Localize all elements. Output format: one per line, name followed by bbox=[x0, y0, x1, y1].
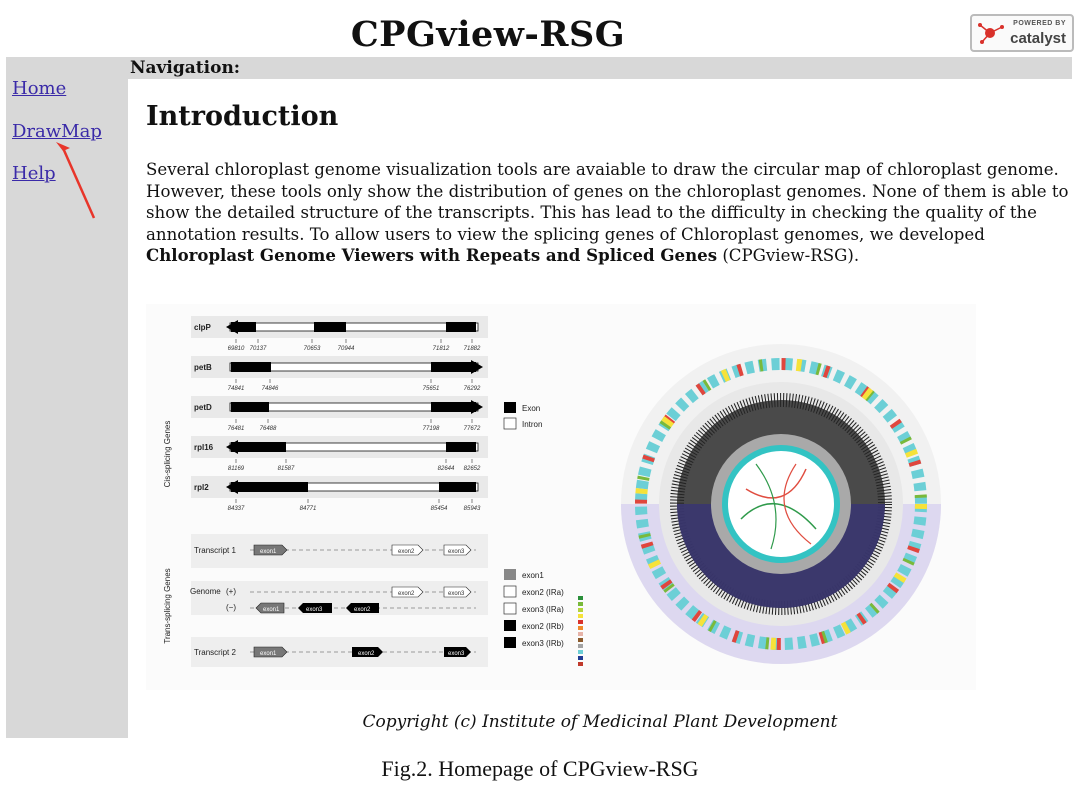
transcript1-label: Transcript 1 bbox=[194, 546, 236, 555]
sidebar: Home DrawMap Help bbox=[6, 57, 128, 738]
cis-tick-label: 76488 bbox=[260, 426, 277, 432]
genome-exon2-irb: exon2 bbox=[354, 607, 371, 613]
trans-legend-3: exon2 (IRb) bbox=[522, 622, 564, 631]
genome-exon3-ira: exon3 bbox=[448, 591, 465, 597]
paragraph-text: Several chloroplast genome visualization… bbox=[146, 160, 1069, 244]
genome-label: Genome bbox=[190, 587, 221, 596]
genome-exon1-minus: exon1 bbox=[263, 607, 280, 613]
cis-tick-label: 84771 bbox=[300, 506, 317, 512]
cis-tick-label: 82652 bbox=[464, 466, 481, 472]
trans-legend: exon1 exon2 (IRa) exon3 (IRa) exon2 (IRb… bbox=[503, 569, 564, 648]
navigation-heading: Navigation: bbox=[130, 58, 241, 78]
trans-legend-1: exon2 (IRa) bbox=[522, 588, 564, 597]
legend-exon-label: Exon bbox=[522, 404, 540, 413]
cis-tick-label: 81587 bbox=[278, 466, 295, 472]
sidebar-item-help[interactable]: Help bbox=[12, 163, 56, 184]
genome-exon2-ira: exon2 bbox=[398, 591, 415, 597]
catalyst-logo-icon bbox=[978, 23, 1004, 44]
genome-plus-label: (+) bbox=[226, 587, 236, 596]
paragraph-bold-name: Chloroplast Genome Viewers with Repeats … bbox=[146, 245, 718, 265]
powered-by-catalyst-badge[interactable]: POWERED BY catalyst bbox=[970, 14, 1074, 52]
cis-tick-label: 70653 bbox=[304, 346, 321, 352]
page-title: CPGview-RSG bbox=[350, 14, 626, 55]
powered-by-label: POWERED BY bbox=[1013, 20, 1066, 27]
circular-genome-map bbox=[621, 344, 941, 664]
cis-tick-label: 69810 bbox=[228, 346, 245, 352]
paragraph-end: (CPGview-RSG). bbox=[717, 246, 860, 265]
transcript2-label: Transcript 2 bbox=[194, 648, 236, 657]
cis-tick-label: 76481 bbox=[228, 426, 245, 432]
cis-tick-label: 81169 bbox=[228, 466, 245, 472]
cis-tick-label: 85943 bbox=[464, 506, 481, 512]
catalyst-label: catalyst bbox=[1010, 30, 1066, 47]
t2-exon3: exon3 bbox=[448, 651, 465, 657]
sidebar-item-home[interactable]: Home bbox=[12, 78, 67, 99]
t2-exon2: exon2 bbox=[358, 651, 375, 657]
cis-tick-label: 70137 bbox=[250, 346, 267, 352]
cis-tick-label: 75651 bbox=[423, 386, 440, 392]
cis-gene-name: rpl16 bbox=[194, 443, 214, 452]
cis-tick-label: 77198 bbox=[423, 426, 440, 432]
red-arrow-annotation bbox=[56, 142, 96, 219]
t2-exon1: exon1 bbox=[260, 651, 277, 657]
cis-tick-label: 70944 bbox=[338, 346, 355, 352]
t1-exon3: exon3 bbox=[448, 549, 465, 555]
copyright-footer: Copyright (c) Institute of Medicinal Pla… bbox=[362, 712, 838, 732]
trans-splicing-label: Trans-splicing Genes bbox=[163, 568, 172, 643]
cis-tick-label: 77672 bbox=[464, 426, 481, 432]
cis-tick-label: 71882 bbox=[464, 346, 481, 352]
introduction-paragraph: Several chloroplast genome visualization… bbox=[146, 159, 1076, 267]
cpgview-figure: Cis-splicing Genes clpP 69810 70137 70653 70… bbox=[146, 304, 976, 690]
legend-exon-swatch bbox=[504, 402, 516, 413]
legend-intron-swatch bbox=[503, 417, 517, 430]
trans-legend-0: exon1 bbox=[522, 571, 544, 580]
cis-gene-name: petD bbox=[194, 403, 212, 412]
figure-caption: Fig.2. Homepage of CPGview-RSG bbox=[381, 756, 699, 781]
genome-minus-label: (−) bbox=[226, 603, 236, 612]
gene-function-legend bbox=[578, 596, 583, 666]
sidebar-item-drawmap[interactable]: DrawMap bbox=[12, 121, 102, 142]
cis-tick-label: 74846 bbox=[262, 386, 279, 392]
cis-tick-label: 85454 bbox=[431, 506, 448, 512]
genome-exon3-irb: exon3 bbox=[306, 607, 323, 613]
cis-gene-name: rpl2 bbox=[194, 483, 209, 492]
t1-exon2: exon2 bbox=[398, 549, 415, 555]
trans-legend-4: exon3 (IRb) bbox=[522, 639, 564, 648]
cis-gene-name: petB bbox=[194, 363, 212, 372]
cis-splicing-label: Cis-splicing Genes bbox=[163, 421, 172, 488]
legend-intron-label: Intron bbox=[522, 420, 542, 429]
cis-tick-label: 74841 bbox=[228, 386, 245, 392]
cis-tick-label: 82644 bbox=[438, 466, 455, 472]
t1-exon1: exon1 bbox=[260, 549, 277, 555]
cis-tick-label: 84337 bbox=[228, 506, 245, 512]
cis-tick-label: 76292 bbox=[464, 386, 481, 392]
cis-gene-name: clpP bbox=[194, 323, 212, 332]
introduction-heading: Introduction bbox=[146, 101, 339, 132]
trans-legend-2: exon3 (IRa) bbox=[522, 605, 564, 614]
cis-tick-label: 71812 bbox=[433, 346, 450, 352]
navigation-bar: Navigation: bbox=[128, 57, 1072, 79]
